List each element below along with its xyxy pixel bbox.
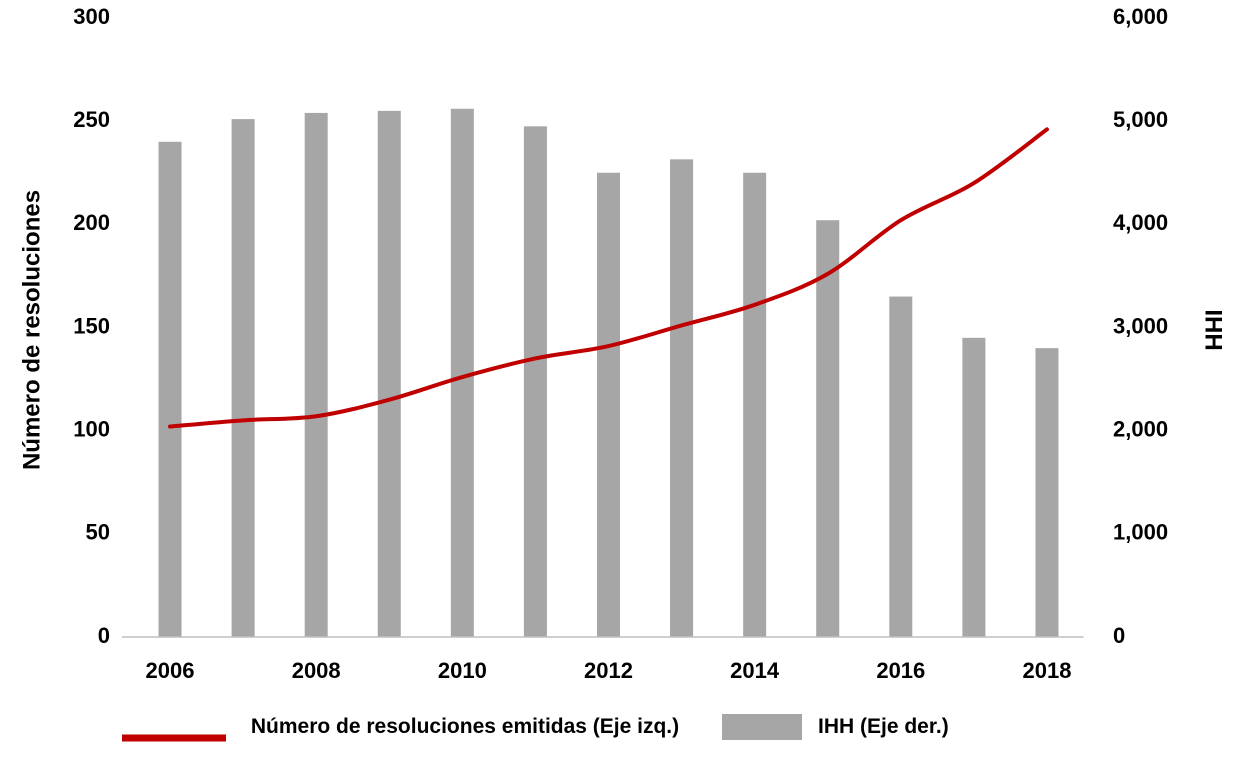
y-tick-label: 300 [73,4,110,29]
y-tick-label: 0 [98,623,110,648]
bar [597,172,620,637]
bar [377,110,401,638]
legend-swatch [722,714,802,740]
y-tick-label: 250 [73,107,110,132]
x-tick-label: 2006 [146,658,195,683]
bar [450,108,474,637]
y-tick-label: 200 [73,210,110,235]
y-tick-label: 100 [73,416,110,441]
y2-tick-label: 2,000 [1113,416,1168,441]
bar [816,220,840,637]
y2-tick-label: 6,000 [1113,4,1168,29]
bar [231,119,255,637]
y-axis-label: Número de resoluciones [18,190,45,470]
legend-label: Número de resoluciones emitidas (Eje izq… [250,715,680,738]
bar [889,296,913,637]
y2-tick-label: 5,000 [1113,107,1168,132]
bar [158,141,182,638]
bar [670,159,694,638]
x-tick-label: 2010 [438,658,487,683]
x-tick-label: 2016 [876,658,925,683]
legend-label: IHH (Eje der.) [818,715,949,738]
bar [1035,348,1059,637]
x-tick-label: 2008 [292,658,341,683]
y2-axis-label: IHH [1200,309,1227,350]
x-tick-label: 2014 [730,658,780,683]
x-tick-label: 2018 [1022,658,1071,683]
y2-tick-label: 1,000 [1113,520,1168,545]
x-tick-label: 2012 [584,658,633,683]
line [168,127,1049,429]
bar [523,126,547,637]
y-tick-label: 150 [73,313,110,338]
bar [743,172,767,637]
y-tick-label: 50 [86,520,110,545]
bar [962,337,986,637]
bar [304,112,328,637]
y2-tick-label: 3,000 [1113,313,1168,338]
y2-tick-label: 0 [1113,623,1125,648]
y2-tick-label: 4,000 [1113,210,1168,235]
